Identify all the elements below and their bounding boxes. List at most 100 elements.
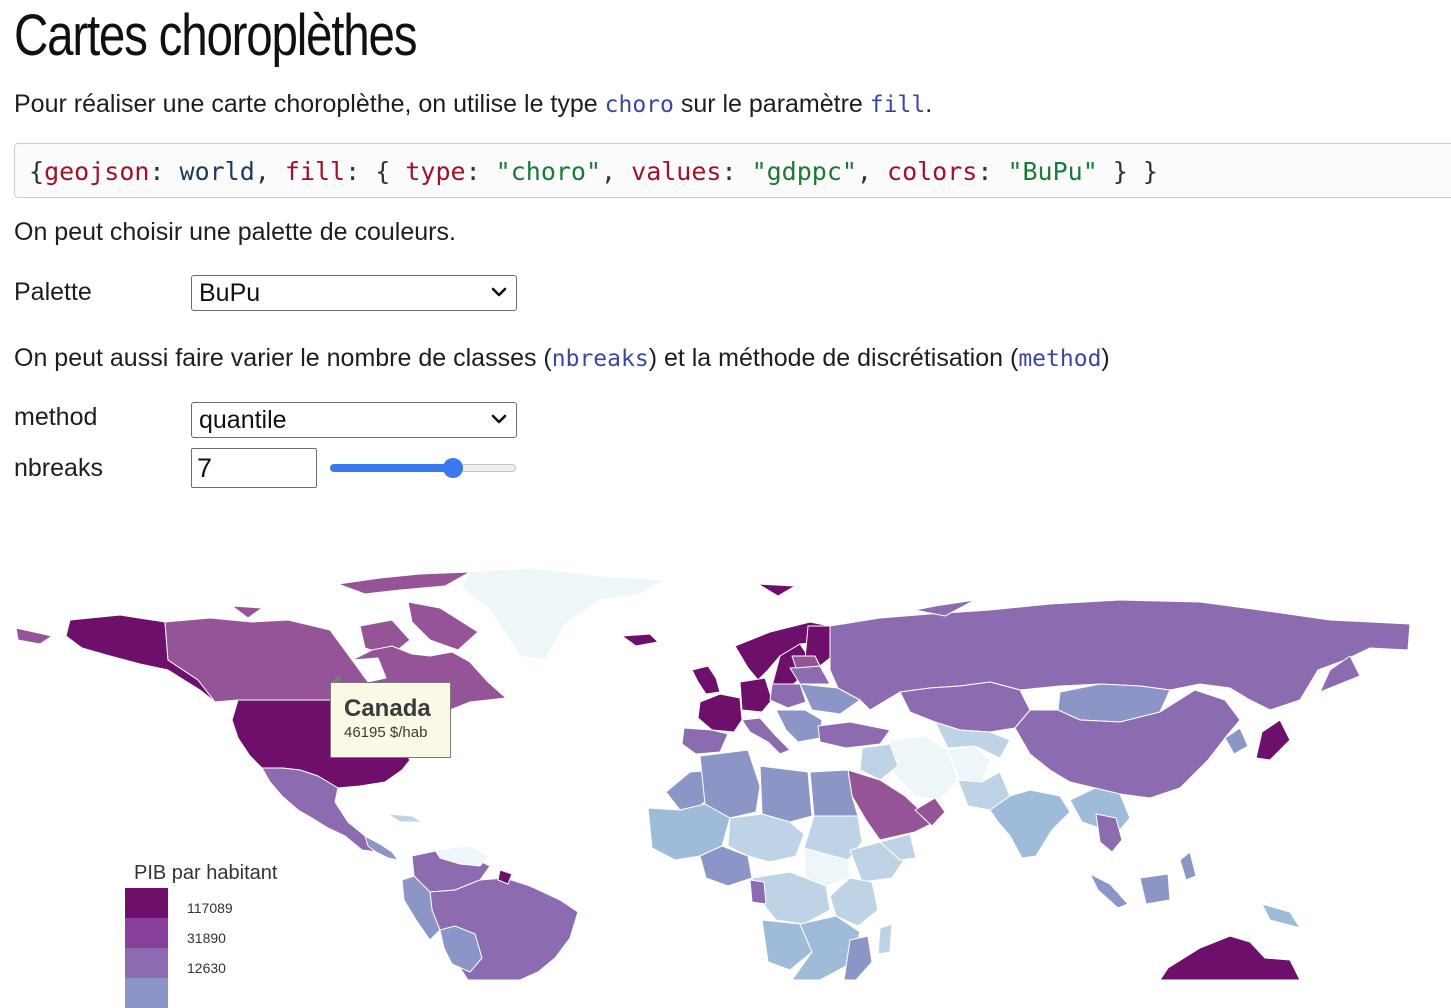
country-australia[interactable]	[1159, 935, 1301, 980]
country-korea[interactable]	[1224, 727, 1249, 755]
country-guiana[interactable]	[497, 869, 513, 885]
country-bolivia[interactable]	[439, 925, 483, 973]
country-russia[interactable]	[829, 599, 1411, 711]
country-egypt[interactable]	[809, 769, 859, 817]
slider-fill	[330, 464, 453, 472]
country-angola[interactable]	[761, 919, 813, 971]
country-yemen-oman[interactable]	[914, 797, 946, 827]
tooltip-country-name: Canada	[344, 695, 431, 722]
map-tooltip: Canada 46195 $/hab	[330, 674, 451, 758]
intro-paragraph: Pour réaliser une carte choroplèthe, on …	[14, 90, 932, 119]
country-iraq[interactable]	[859, 743, 899, 781]
slider-thumb[interactable]	[443, 458, 463, 478]
method-label: method	[14, 403, 98, 431]
country-central-africa[interactable]	[803, 847, 851, 887]
nbreaks-input[interactable]: 7	[191, 448, 317, 488]
code-token: ,	[254, 157, 285, 186]
legend-value: 12630	[187, 960, 226, 976]
code-token: } }	[1097, 157, 1158, 186]
palette-label: Palette	[14, 278, 92, 306]
country-india[interactable]	[989, 789, 1071, 859]
breaks-paragraph: On peut aussi faire varier le nombre de …	[14, 344, 1110, 373]
breaks-text: On peut aussi faire varier le nombre de …	[14, 344, 552, 372]
country-kazakhstan[interactable]	[899, 681, 1031, 733]
country-libya[interactable]	[759, 765, 813, 823]
country-gabon[interactable]	[749, 879, 767, 905]
code-token: :	[465, 157, 496, 186]
intro-text: Pour réaliser une carte choroplèthe, on …	[14, 90, 605, 118]
country-spain[interactable]	[681, 727, 729, 755]
country-new-guinea[interactable]	[1261, 903, 1301, 929]
country-poland[interactable]	[769, 683, 807, 709]
country-baltics[interactable]	[791, 655, 821, 669]
palette-select-value: BuPu	[199, 279, 261, 307]
nbreaks-slider[interactable]	[330, 458, 516, 478]
inline-code-choro: choro	[604, 92, 674, 118]
country-greenland[interactable]	[461, 567, 666, 661]
code-token: "choro"	[495, 157, 602, 186]
method-select-value: quantile	[199, 406, 287, 434]
country-novaya-zemlya[interactable]	[914, 599, 976, 617]
country-italy[interactable]	[741, 717, 791, 755]
country-east-africa[interactable]	[829, 877, 879, 927]
code-token: "gdppc"	[751, 157, 857, 186]
legend-swatch	[125, 978, 168, 1008]
country-guyana-region[interactable]	[434, 845, 489, 867]
country-southern-africa[interactable]	[791, 915, 861, 980]
country-arctic-island[interactable]	[231, 605, 263, 619]
method-select[interactable]: quantile	[191, 402, 517, 438]
country-germany[interactable]	[739, 677, 773, 713]
country-central-asia[interactable]	[934, 721, 1011, 759]
country-france[interactable]	[697, 693, 743, 733]
code-token: "BuPu"	[1007, 157, 1098, 186]
country-cuba[interactable]	[387, 813, 423, 823]
country-philippines[interactable]	[1179, 851, 1197, 881]
code-token: :	[149, 157, 180, 186]
country-svalbard[interactable]	[757, 583, 796, 597]
country-canada-bay[interactable]	[351, 657, 387, 683]
palette-select[interactable]: BuPu	[191, 275, 517, 311]
tooltip-arrow	[330, 674, 340, 683]
legend-value: 31890	[187, 930, 226, 946]
country-arctic-island[interactable]	[359, 619, 411, 657]
country-madagascar[interactable]	[877, 923, 893, 955]
code-token: {	[29, 157, 45, 186]
country-horn[interactable]	[879, 833, 917, 861]
inline-code-method: method	[1018, 346, 1102, 372]
country-alaska-west[interactable]	[15, 627, 53, 645]
choropleth-map[interactable]	[0, 560, 1451, 980]
country-mozambique[interactable]	[843, 935, 873, 980]
country-thailand[interactable]	[1095, 813, 1123, 853]
breaks-text: )	[1101, 344, 1110, 372]
code-token: values	[631, 157, 722, 186]
legend-swatch	[125, 888, 168, 918]
legend-value: 117089	[187, 900, 233, 916]
country-russia-east[interactable]	[1319, 655, 1361, 693]
country-uk[interactable]	[691, 665, 721, 695]
legend-item: 12630	[125, 948, 245, 978]
country-indonesia[interactable]	[1139, 873, 1171, 905]
code-token: ,	[856, 157, 888, 186]
country-turkey[interactable]	[817, 721, 891, 749]
legend-item	[125, 978, 245, 1008]
legend-item: 117089	[125, 888, 245, 918]
country-balkans[interactable]	[775, 709, 823, 743]
country-iceland[interactable]	[621, 633, 659, 647]
palette-paragraph: On peut choisir une palette de couleurs.	[14, 218, 456, 246]
country-saudi-arabia[interactable]	[847, 769, 936, 841]
chevron-down-icon	[490, 276, 508, 320]
code-token: :	[977, 157, 1008, 186]
country-central-america[interactable]	[364, 835, 399, 861]
code-token: ,	[601, 157, 632, 186]
country-sahel[interactable]	[727, 813, 805, 863]
code-token: fill	[284, 157, 346, 186]
chevron-down-icon	[490, 403, 508, 447]
country-arctic-island[interactable]	[337, 571, 471, 595]
country-ukraine[interactable]	[799, 683, 861, 715]
country-arctic-island[interactable]	[407, 601, 479, 651]
code-token: colors	[887, 157, 978, 186]
code-token: type	[405, 157, 466, 186]
code-token: world	[179, 157, 255, 186]
country-japan[interactable]	[1255, 719, 1291, 761]
country-indonesia[interactable]	[1089, 873, 1129, 909]
